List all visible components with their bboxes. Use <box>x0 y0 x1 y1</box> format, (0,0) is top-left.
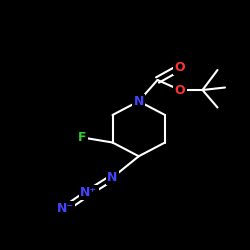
Text: O: O <box>175 84 185 96</box>
Text: N⁺: N⁺ <box>80 186 97 199</box>
Text: F: F <box>78 131 87 144</box>
Text: N: N <box>134 95 144 108</box>
Text: N⁻: N⁻ <box>56 202 74 215</box>
Text: O: O <box>175 61 185 74</box>
Text: N: N <box>107 171 118 184</box>
